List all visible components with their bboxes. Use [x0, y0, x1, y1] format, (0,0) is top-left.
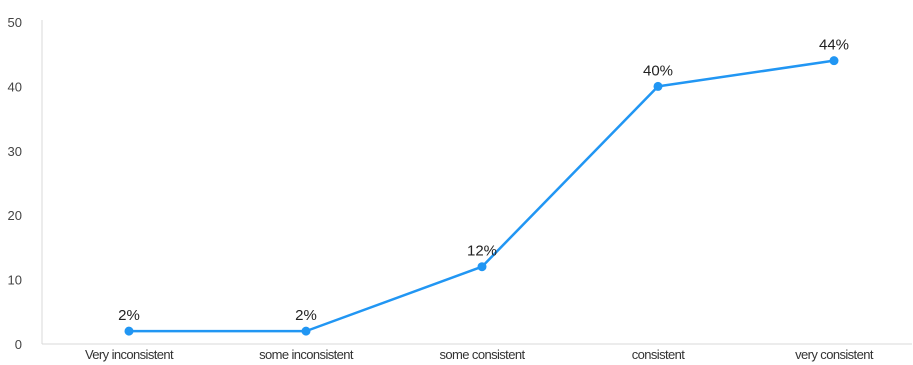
x-category-label: some inconsistent: [259, 347, 354, 362]
data-point: [653, 81, 663, 91]
series-line: [127, 59, 836, 333]
y-tick-label: 50: [8, 15, 22, 30]
y-tick-label: 20: [8, 208, 22, 223]
y-tick-label: 40: [8, 79, 22, 94]
data-label: 44%: [819, 37, 849, 54]
y-axis-ticks: 0 10 20 30 40 50: [8, 15, 22, 352]
data-point: [829, 56, 839, 66]
x-category-label: Very inconsistent: [85, 347, 174, 362]
x-category-label: some consistent: [440, 347, 526, 362]
y-tick-label: 30: [8, 144, 22, 159]
data-point: [477, 262, 487, 272]
data-label: 40%: [643, 62, 673, 79]
x-axis-categories: Very inconsistent some inconsistent some c…: [85, 347, 874, 362]
data-point: [124, 326, 134, 336]
y-tick-label: 0: [15, 337, 22, 352]
x-category-label: consistent: [632, 347, 686, 362]
y-tick-label: 10: [8, 273, 22, 288]
data-label: 2%: [295, 307, 317, 324]
series-layer: 2% 2% 12% 40% 44%: [118, 37, 849, 336]
data-point: [301, 326, 311, 336]
data-label: 12%: [467, 243, 497, 260]
data-label: 2%: [118, 307, 140, 324]
x-category-label: very consistent: [795, 347, 874, 362]
